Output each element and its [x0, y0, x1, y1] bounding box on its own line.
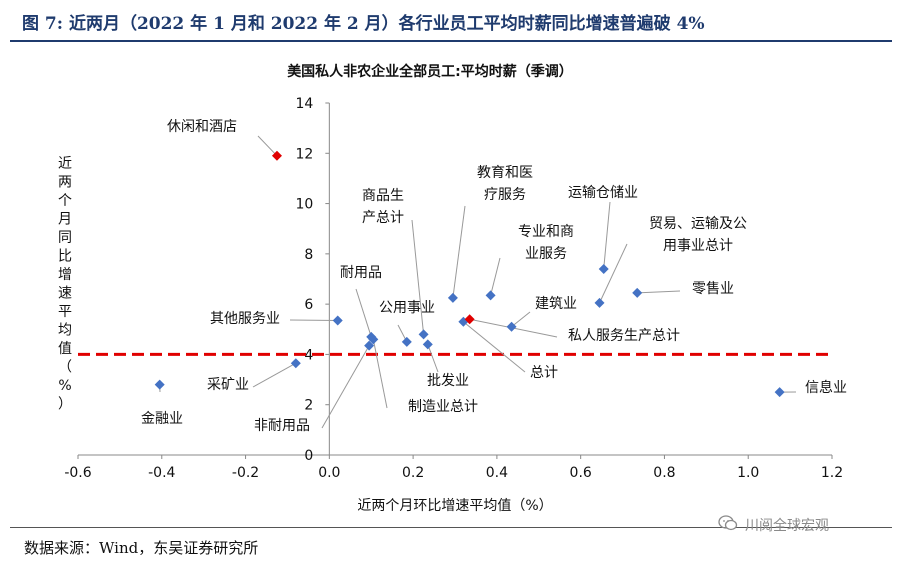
- x-axis-label: 近两个月环比增速平均值（%）: [357, 498, 552, 514]
- leader-line: [321, 345, 370, 429]
- y-tick-label: 6: [304, 297, 313, 313]
- x-tick-label: 1.2: [821, 465, 843, 481]
- x-tick-label: 0.0: [318, 465, 340, 481]
- y-tick-label: 4: [304, 347, 313, 363]
- wechat-icon: [718, 515, 738, 531]
- point-label: 商品生产总计: [362, 188, 404, 226]
- y-tick-label: 12: [296, 146, 314, 162]
- point-label: 教育和医疗服务: [477, 165, 533, 203]
- data-point: [485, 290, 496, 301]
- leader-line: [490, 257, 501, 296]
- point-label: 私人服务生产总计: [568, 328, 680, 344]
- chart-title: 美国私人非农企业全部员工:平均时薪（季调）: [287, 63, 573, 80]
- y-tick-label: 0: [304, 448, 313, 464]
- data-point: [774, 387, 785, 398]
- data-point: [447, 292, 458, 303]
- leader-line: [252, 362, 297, 388]
- leader-line: [637, 290, 681, 294]
- leader-line: [411, 219, 425, 335]
- data-source: 数据来源：Wind，东吴证券研究所: [24, 539, 259, 557]
- leader-line: [427, 344, 439, 373]
- x-tick-label: -0.6: [64, 465, 91, 481]
- y-tick-label: 10: [296, 197, 314, 213]
- data-point: [632, 287, 643, 298]
- data-point: [364, 340, 375, 351]
- data-point: [594, 297, 605, 308]
- leader-line: [463, 321, 526, 373]
- point-label: 总计: [530, 365, 558, 381]
- x-tick-label: -0.2: [232, 465, 259, 481]
- data-point: [598, 263, 609, 274]
- point-label: 信息业: [805, 379, 847, 396]
- point-label: 贸易、运输及公用事业总计: [649, 216, 747, 254]
- point-label: 金融业: [141, 411, 183, 427]
- data-point: [506, 321, 517, 332]
- figure-title: 图 7: 近两月（2022 年 1 月和 2022 年 2 月）各行业员工平均时…: [22, 14, 705, 34]
- y-tick-label: 8: [304, 247, 313, 263]
- data-point: [332, 315, 343, 326]
- y-tick-label: 2: [304, 398, 313, 414]
- data-point: [154, 379, 165, 390]
- y-tick-label: 14: [296, 96, 314, 112]
- x-tick-label: 1.0: [737, 465, 759, 481]
- x-tick-label: -0.4: [148, 465, 175, 481]
- point-label: 采矿业: [207, 377, 249, 393]
- point-label: 专业和商业服务: [518, 224, 574, 262]
- leader-line: [355, 288, 372, 337]
- data-point: [401, 336, 412, 347]
- header-divider: [10, 40, 892, 42]
- point-label: 其他服务业: [210, 311, 280, 327]
- leader-line: [603, 201, 611, 269]
- x-tick-label: 0.6: [570, 465, 592, 481]
- x-tick-label: 0.4: [486, 465, 508, 481]
- leader-line: [599, 243, 628, 304]
- figure-header: 图 7: 近两月（2022 年 1 月和 2022 年 2 月）各行业员工平均时…: [0, 0, 903, 40]
- footer-divider: [10, 527, 892, 528]
- leader-line: [257, 135, 278, 157]
- data-point: [368, 334, 379, 345]
- point-label: 批发业: [427, 373, 469, 389]
- x-tick-label: 0.8: [653, 465, 675, 481]
- point-label: 公用事业: [379, 300, 435, 316]
- point-label: 制造业总计: [408, 399, 478, 415]
- leader-line: [452, 205, 466, 298]
- watermark: 川阅全球宏观: [745, 518, 829, 534]
- point-label: 耐用品: [340, 265, 382, 281]
- y-axis-label: 近两个月同比增速平均值（%）: [58, 156, 72, 413]
- data-point: [290, 358, 301, 369]
- data-point: [418, 329, 429, 340]
- leader-line: [372, 339, 388, 409]
- x-tick-label: 0.2: [402, 465, 424, 481]
- leader-line: [511, 311, 531, 328]
- point-label: 建筑业: [535, 296, 577, 312]
- point-label: 休闲和酒店: [167, 119, 237, 135]
- data-point: [464, 314, 475, 325]
- point-label: 运输仓储业: [568, 185, 638, 201]
- point-label: 非耐用品: [254, 418, 310, 434]
- data-point: [422, 339, 433, 350]
- data-point: [271, 150, 282, 161]
- point-label: 零售业: [692, 281, 734, 297]
